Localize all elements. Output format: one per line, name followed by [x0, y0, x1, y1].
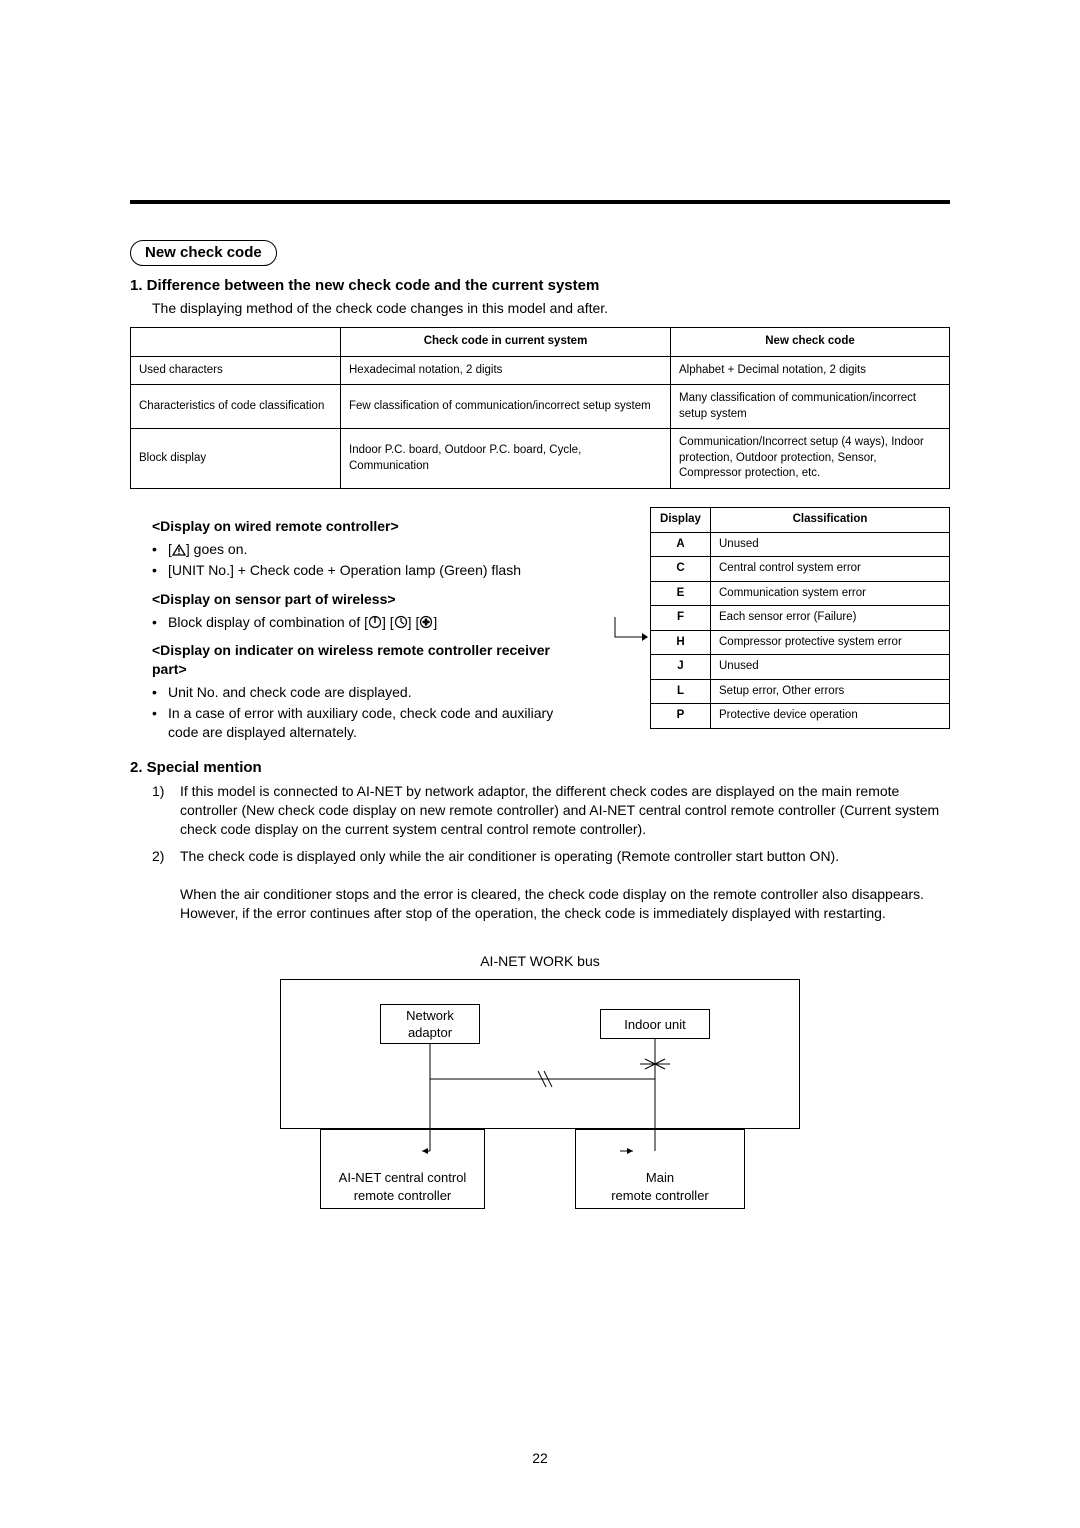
t2-r6c1: Setup error, Other errors — [711, 679, 950, 704]
comparison-table: Check code in current system New check c… — [130, 327, 950, 489]
wired-b2: [UNIT No.] + Check code + Operation lamp… — [168, 561, 521, 580]
diagram: Network adaptor Indoor unit OC F10 AI-NE… — [280, 979, 800, 1239]
ainet-rc-label: AI-NET central control remote controller — [320, 1169, 485, 1204]
power-icon — [368, 614, 382, 630]
t2-r3c1: Each sensor error (Failure) — [711, 606, 950, 631]
wired-head: <Display on wired remote controller> — [152, 517, 580, 536]
num-1: 1) — [152, 782, 172, 839]
num-2: 2) — [152, 847, 172, 923]
t2-r1c1: Central control system error — [711, 557, 950, 582]
classification-table: Display Classification AUnused CCentral … — [650, 507, 950, 729]
r1c2: Many classification of communication/inc… — [671, 385, 950, 429]
t2-r5c1: Unused — [711, 655, 950, 680]
sensor-b1: Block display of combination of [] [] [] — [168, 613, 437, 632]
indoor-unit-box: Indoor unit — [600, 1009, 710, 1039]
r2c2: Communication/Incorrect setup (4 ways), … — [671, 429, 950, 489]
warning-icon — [172, 541, 186, 557]
sm-1: If this model is connected to AI-NET by … — [180, 782, 950, 839]
r0c0: Used characters — [131, 356, 341, 385]
top-rule — [130, 200, 950, 204]
fan-icon — [419, 614, 433, 630]
timer-icon — [394, 614, 408, 630]
indicator-b1: Unit No. and check code are displayed. — [168, 683, 412, 702]
t2-r2c1: Communication system error — [711, 581, 950, 606]
t2-r5c0: J — [651, 655, 711, 680]
t2-h0: Display — [651, 508, 711, 533]
t2-r4c1: Compressor protective system error — [711, 630, 950, 655]
network-adaptor-box: Network adaptor — [380, 1004, 480, 1044]
r2c1: Indoor P.C. board, Outdoor P.C. board, C… — [341, 429, 671, 489]
main-rc-label: Main remote controller — [575, 1169, 745, 1204]
section-badge: New check code — [130, 240, 277, 266]
r0c1: Hexadecimal notation, 2 digits — [341, 356, 671, 385]
t2-r7c1: Protective device operation — [711, 704, 950, 729]
t2-r7c0: P — [651, 704, 711, 729]
t2-r1c0: C — [651, 557, 711, 582]
t2-r0c1: Unused — [711, 532, 950, 557]
r1c0: Characteristics of code classification — [131, 385, 341, 429]
th-blank — [131, 328, 341, 357]
indicator-b2: In a case of error with auxiliary code, … — [168, 704, 580, 742]
t2-r0c0: A — [651, 532, 711, 557]
t2-h1: Classification — [711, 508, 950, 533]
diagram-caption: AI-NET WORK bus — [130, 952, 950, 971]
t2-r3c0: F — [651, 606, 711, 631]
sm-2a: The check code is displayed only while t… — [180, 848, 839, 864]
t2-r2c0: E — [651, 581, 711, 606]
section2-title: 2. Special mention — [130, 758, 950, 778]
r1c1: Few classification of communication/inco… — [341, 385, 671, 429]
r0c2: Alphabet + Decimal notation, 2 digits — [671, 356, 950, 385]
sensor-head: <Display on sensor part of wireless> — [152, 590, 580, 609]
th-current: Check code in current system — [341, 328, 671, 357]
sm-2b: When the air conditioner stops and the e… — [180, 886, 924, 921]
t2-r6c0: L — [651, 679, 711, 704]
th-new: New check code — [671, 328, 950, 357]
t2-r4c0: H — [651, 630, 711, 655]
r2c0: Block display — [131, 429, 341, 489]
page-number: 22 — [0, 1449, 1080, 1468]
section1-subtitle: The displaying method of the check code … — [130, 299, 950, 318]
wired-b1: [] goes on. — [168, 540, 247, 559]
section1-title: 1. Difference between the new check code… — [130, 276, 950, 296]
arrow-icon — [610, 617, 650, 657]
indicator-head: <Display on indicater on wireless remote… — [152, 641, 580, 679]
